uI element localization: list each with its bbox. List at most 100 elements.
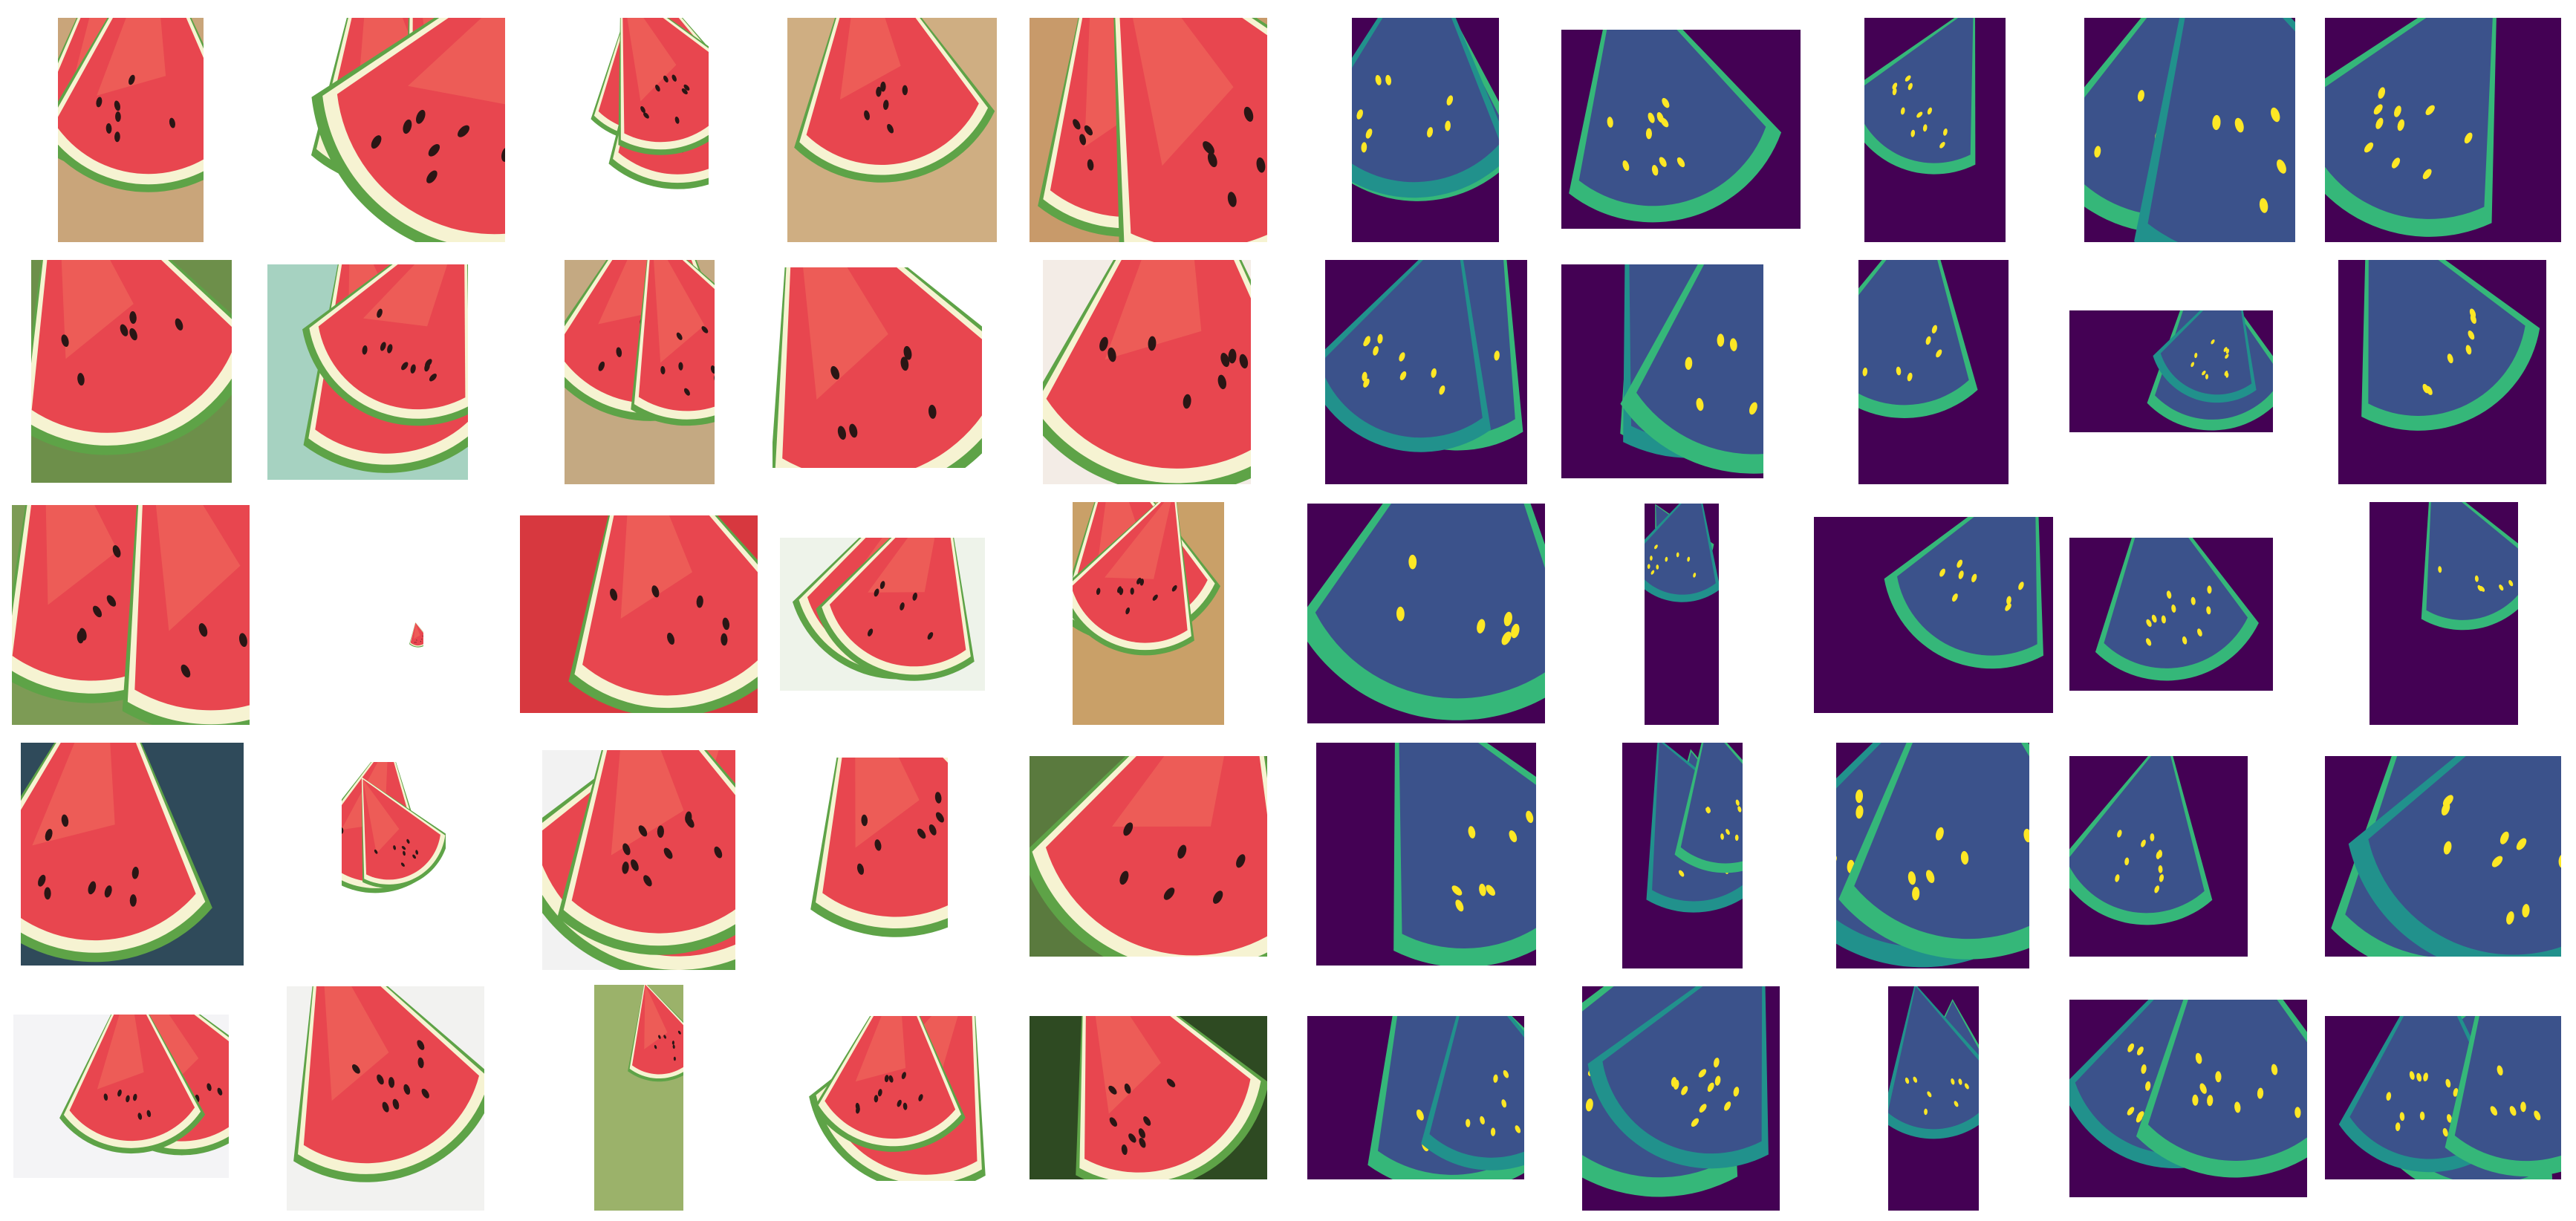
photo-r1-c1-graphic: [58, 18, 204, 242]
photo-r4-c3-graphic: [542, 750, 735, 970]
mask-r1-c5: [2325, 18, 2561, 242]
mask-r5-c1-graphic: [1307, 1016, 1524, 1179]
mask-r3-c2: [1645, 504, 1719, 725]
photo-r3-c2-graphic: [407, 616, 423, 720]
photo-r4-c5: [1030, 756, 1267, 957]
mask-r1-c4-graphic: [2084, 18, 2295, 242]
mask-r2-c1-graphic: [1325, 260, 1527, 484]
photo-r1-c2: [282, 18, 505, 242]
photo-r1-c2-graphic: [282, 18, 505, 242]
photo-r4-c2: [342, 762, 446, 968]
mask-r1-c2-graphic: [1561, 30, 1801, 229]
mask-r4-c4-graphic: [2069, 756, 2248, 957]
photo-r5-c2: [287, 986, 484, 1211]
mask-r4-c3: [1836, 743, 2029, 968]
photo-r5-c4-graphic: [796, 1016, 1016, 1181]
photo-r4-c1-graphic: [21, 743, 244, 966]
photo-r5-c2-graphic: [287, 986, 484, 1211]
photo-r2-c2: [267, 264, 468, 480]
photo-r5-c1-graphic: [13, 1015, 229, 1178]
photo-r1-c4: [787, 18, 997, 242]
mask-r5-c4: [2069, 1000, 2307, 1197]
mask-r4-c1-graphic: [1316, 743, 1536, 966]
photo-r3-c1-graphic: [12, 505, 250, 725]
mask-r2-c4: [2069, 310, 2273, 432]
mask-seed: [1735, 835, 1739, 841]
photo-r1-c3-graphic: [570, 18, 709, 242]
mask-r3-c3: [1814, 517, 2053, 713]
mask-r4-c5-graphic: [2325, 756, 2561, 957]
photo-r2-c1: [31, 260, 232, 483]
photo-r2-c4-graphic: [773, 267, 982, 468]
mask-r2-c3-graphic: [1858, 260, 2009, 484]
photo-r2-c5-graphic: [1043, 260, 1251, 484]
mask-r1-c4: [2084, 18, 2295, 242]
photo-r2-c5: [1043, 260, 1251, 484]
photo-r4-c5-graphic: [1030, 756, 1267, 957]
photo-r2-c3: [565, 260, 715, 484]
mask-r4-c2: [1622, 743, 1743, 968]
mask-seed: [2150, 833, 2154, 841]
photo-r4-c2-graphic: [342, 762, 446, 968]
mask-r4-c3-graphic: [1836, 743, 2029, 968]
mask-r1-c1-graphic: [1352, 18, 1499, 242]
photo-r5-c4: [796, 1016, 1016, 1181]
photo-r3-c3-graphic: [520, 515, 758, 713]
photo-r3-c4: [780, 538, 985, 691]
photo-r2-c3-graphic: [565, 260, 715, 484]
photo-r2-c2-graphic: [267, 264, 468, 480]
mask-r1-c1: [1352, 18, 1499, 242]
mask-r1-c2: [1561, 30, 1801, 229]
photo-r3-c2: [407, 616, 423, 720]
mask-r2-c5-graphic: [2338, 260, 2546, 484]
photo-r2-c1-graphic: [31, 260, 232, 483]
mask-r3-c5: [2370, 502, 2518, 725]
mask-r3-c1: [1307, 504, 1545, 723]
photo-r4-c3: [542, 750, 735, 970]
mask-r2-c4-graphic: [2069, 310, 2273, 432]
mask-r4-c1: [1316, 743, 1536, 966]
mask-r5-c2-graphic: [1582, 986, 1780, 1211]
mask-r4-c5: [2325, 756, 2561, 957]
mask-seed: [1646, 128, 1652, 140]
mask-r3-c4-graphic: [2069, 538, 2273, 691]
photo-r3-c3: [520, 515, 758, 713]
mask-r3-c5-graphic: [2370, 502, 2518, 725]
mask-r3-c4: [2069, 538, 2273, 691]
photo-r1-c1: [58, 18, 204, 242]
mask-r4-c2-graphic: [1622, 743, 1743, 968]
photo-r5-c3-graphic: [594, 985, 683, 1211]
mask-r1-c3-graphic: [1864, 18, 2006, 242]
photo-r4-c4-graphic: [784, 758, 948, 955]
mask-r3-c3-graphic: [1814, 517, 2053, 713]
photo-r3-c1: [12, 505, 250, 725]
mask-r2-c3: [1858, 260, 2009, 484]
photo-r5-c3: [594, 985, 683, 1211]
mask-r4-c4: [2069, 756, 2248, 957]
photo-r3-c5-graphic: [1073, 502, 1224, 725]
photo-r5-c5: [1030, 1016, 1267, 1179]
photo-r5-c5-graphic: [1030, 1016, 1267, 1179]
photo-r1-c5: [1030, 18, 1267, 242]
mask-r3-c1-graphic: [1307, 504, 1545, 723]
photo-r3-c5: [1073, 502, 1224, 725]
photo-r5-c1: [13, 1015, 229, 1178]
mask-r1-c3: [1864, 18, 2006, 242]
photo-r4-c4: [784, 758, 948, 955]
mask-r5-c5: [2325, 1016, 2561, 1179]
mask-r5-c3-graphic: [1888, 986, 1979, 1211]
mask-r3-c2-graphic: [1645, 504, 1719, 725]
mask-r2-c2-graphic: [1561, 264, 1763, 478]
mask-r5-c5-graphic: [2325, 1016, 2561, 1179]
mask-r2-c2: [1561, 264, 1763, 478]
mask-r5-c1: [1307, 1016, 1524, 1179]
photo-r3-c4-graphic: [780, 538, 985, 691]
mask-r2-c5: [2338, 260, 2546, 484]
photo-r1-c3: [570, 18, 709, 242]
mask-r5-c3: [1888, 986, 1979, 1211]
mask-r5-c2: [1582, 986, 1780, 1211]
photo-r2-c4: [773, 267, 982, 468]
mask-r1-c5-graphic: [2325, 18, 2561, 242]
mask-r5-c4-graphic: [2069, 1000, 2307, 1197]
